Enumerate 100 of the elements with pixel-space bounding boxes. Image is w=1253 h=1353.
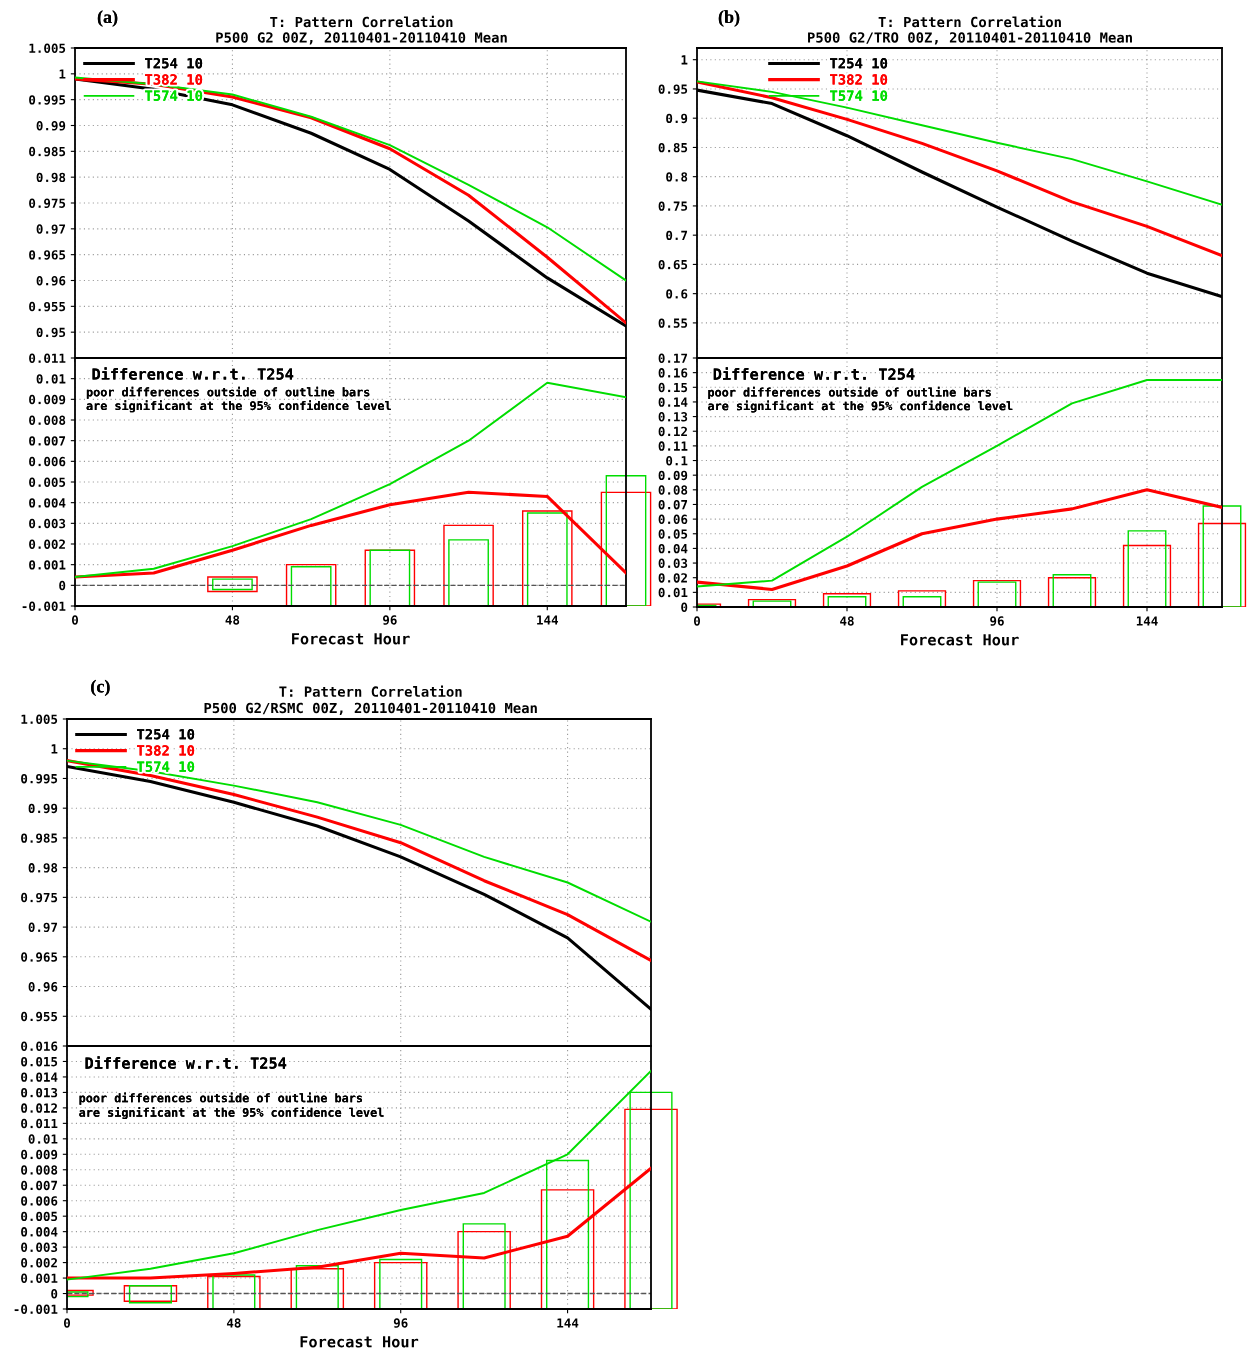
chart-title: T: Pattern Correlation xyxy=(878,15,1061,28)
y-tick-label: 0.995 xyxy=(29,95,66,105)
line-series xyxy=(75,76,626,282)
chart-subtitle: P500 G2 00Z, 20110401-20110410 Mean xyxy=(216,32,507,45)
y-tick-label: 0.03 xyxy=(658,558,688,568)
annotation: are significant at the 95% confidence level xyxy=(708,400,1013,413)
y-tick-label: 0.8 xyxy=(666,172,688,182)
y-tick-label: 0.97 xyxy=(36,224,66,234)
annotation: Difference w.r.t. T254 xyxy=(92,367,294,380)
y-tick-label: 0.008 xyxy=(21,1165,58,1175)
legend-label: T574 10 xyxy=(137,761,195,772)
annotation: Difference w.r.t. T254 xyxy=(713,367,915,380)
y-tick-label: 0.99 xyxy=(28,803,58,814)
y-tick-label: 0.995 xyxy=(21,773,58,784)
x-tick-label: 48 xyxy=(226,1318,241,1328)
y-tick-label: -0.001 xyxy=(22,601,66,611)
y-tick-label: 0.11 xyxy=(658,441,688,451)
y-tick-label: 0.955 xyxy=(21,1011,58,1022)
y-tick-label: 0.975 xyxy=(21,892,58,903)
y-tick-label: 0.965 xyxy=(21,952,58,962)
y-tick-label: 0.98 xyxy=(36,172,66,183)
y-tick-label: 0.008 xyxy=(29,415,66,425)
y-tick-label: 0.7 xyxy=(666,230,688,241)
y-tick-label: 0.003 xyxy=(21,1242,58,1253)
bar xyxy=(605,475,647,606)
x-tick-label: 96 xyxy=(393,1318,408,1328)
bar xyxy=(128,1285,172,1304)
y-tick-label: 0.15 xyxy=(658,382,688,393)
y-tick-label: 0.65 xyxy=(658,259,688,270)
chart-title: T: Pattern Correlation xyxy=(270,15,453,28)
x-tick-label: 0 xyxy=(71,615,79,625)
y-tick-label: 0 xyxy=(51,1289,58,1299)
chart-subtitle: P500 G2/RSMC 00Z, 20110401-20110410 Mean xyxy=(204,702,537,715)
y-tick-label: 0.001 xyxy=(29,560,66,570)
y-tick-label: 0.1 xyxy=(666,456,688,466)
y-tick-label: 0.05 xyxy=(658,529,688,539)
y-tick-label: 1 xyxy=(51,744,58,754)
x-axis-title: Forecast Hour xyxy=(300,1336,419,1348)
line-series xyxy=(697,379,1222,588)
y-tick-label: 0.75 xyxy=(658,201,688,211)
x-tick-label: 0 xyxy=(693,616,701,626)
legend-label: T574 10 xyxy=(145,90,203,101)
y-tick-label: 0.95 xyxy=(36,327,66,338)
y-tick-label: 1.005 xyxy=(29,43,66,53)
y-tick-label: 0.002 xyxy=(29,539,65,549)
y-tick-label: 0.99 xyxy=(36,120,66,131)
y-tick-label: 0.955 xyxy=(29,301,66,312)
y-tick-label: 0.005 xyxy=(29,477,66,487)
y-tick-label: 0.12 xyxy=(658,426,687,437)
y-tick-label: 0.004 xyxy=(29,498,66,508)
chart-subtitle: P500 G2/TRO 00Z, 20110401-20110410 Mean xyxy=(808,32,1132,45)
line-series xyxy=(697,488,1222,591)
y-tick-label: 0.002 xyxy=(21,1258,57,1268)
y-tick-label: 0.985 xyxy=(29,146,66,157)
legend-label: T574 10 xyxy=(830,90,888,101)
y-tick-label: 0.08 xyxy=(658,485,688,495)
y-tick-label: 1.005 xyxy=(21,714,58,724)
annotation: poor differences outside of outline bars xyxy=(86,386,370,399)
y-tick-label: 0.17 xyxy=(658,353,688,363)
y-tick-label: 0.01 xyxy=(658,587,688,598)
legend-label: T254 10 xyxy=(830,57,888,69)
legend-label: T382 10 xyxy=(145,74,203,85)
y-tick-label: 0.009 xyxy=(29,394,66,405)
y-tick-label: 0.13 xyxy=(658,412,688,422)
bar xyxy=(1202,505,1242,607)
annotation: poor differences outside of outline bars xyxy=(708,386,991,399)
y-tick-label: 0.55 xyxy=(658,318,688,328)
y-tick-label: 0.04 xyxy=(658,543,688,554)
y-tick-label: 0.96 xyxy=(36,275,66,286)
y-tick-label: 0.007 xyxy=(29,436,66,446)
y-tick-label: 0.007 xyxy=(21,1180,58,1191)
line-series xyxy=(67,759,651,962)
text: (b) xyxy=(718,10,740,27)
y-tick-label: 0.6 xyxy=(666,289,688,299)
annotation: are significant at the 95% confidence level xyxy=(79,1107,384,1120)
x-tick-label: 144 xyxy=(537,615,559,625)
y-tick-label: 0.95 xyxy=(658,84,688,94)
y-tick-label: 0.006 xyxy=(21,1196,58,1206)
y-tick-label: 0.015 xyxy=(21,1056,58,1067)
y-tick-label: 0.011 xyxy=(21,1118,58,1129)
y-tick-label: 0.014 xyxy=(21,1072,58,1082)
x-tick-label: 96 xyxy=(383,615,397,625)
y-tick-label: 0.14 xyxy=(658,397,688,407)
y-tick-label: 0.07 xyxy=(658,499,688,510)
y-tick-label: 0.01 xyxy=(36,374,66,384)
y-tick-label: 0.02 xyxy=(658,573,687,583)
x-axis-title: Forecast Hour xyxy=(901,634,1019,646)
y-tick-label: 0.06 xyxy=(658,514,688,525)
y-tick-label: 0 xyxy=(59,580,66,591)
x-tick-label: 48 xyxy=(840,616,854,626)
y-tick-label: 0.97 xyxy=(28,922,58,933)
y-tick-label: 0.011 xyxy=(29,353,66,363)
y-tick-label: 0.005 xyxy=(21,1211,58,1222)
y-tick-label: 0.013 xyxy=(21,1087,58,1098)
text: (c) xyxy=(91,679,110,697)
y-tick-label: 0.009 xyxy=(21,1149,58,1160)
y-tick-label: 0.01 xyxy=(28,1134,58,1144)
line-series xyxy=(75,381,626,579)
y-tick-label: 0.001 xyxy=(21,1273,58,1283)
bar xyxy=(207,576,258,593)
